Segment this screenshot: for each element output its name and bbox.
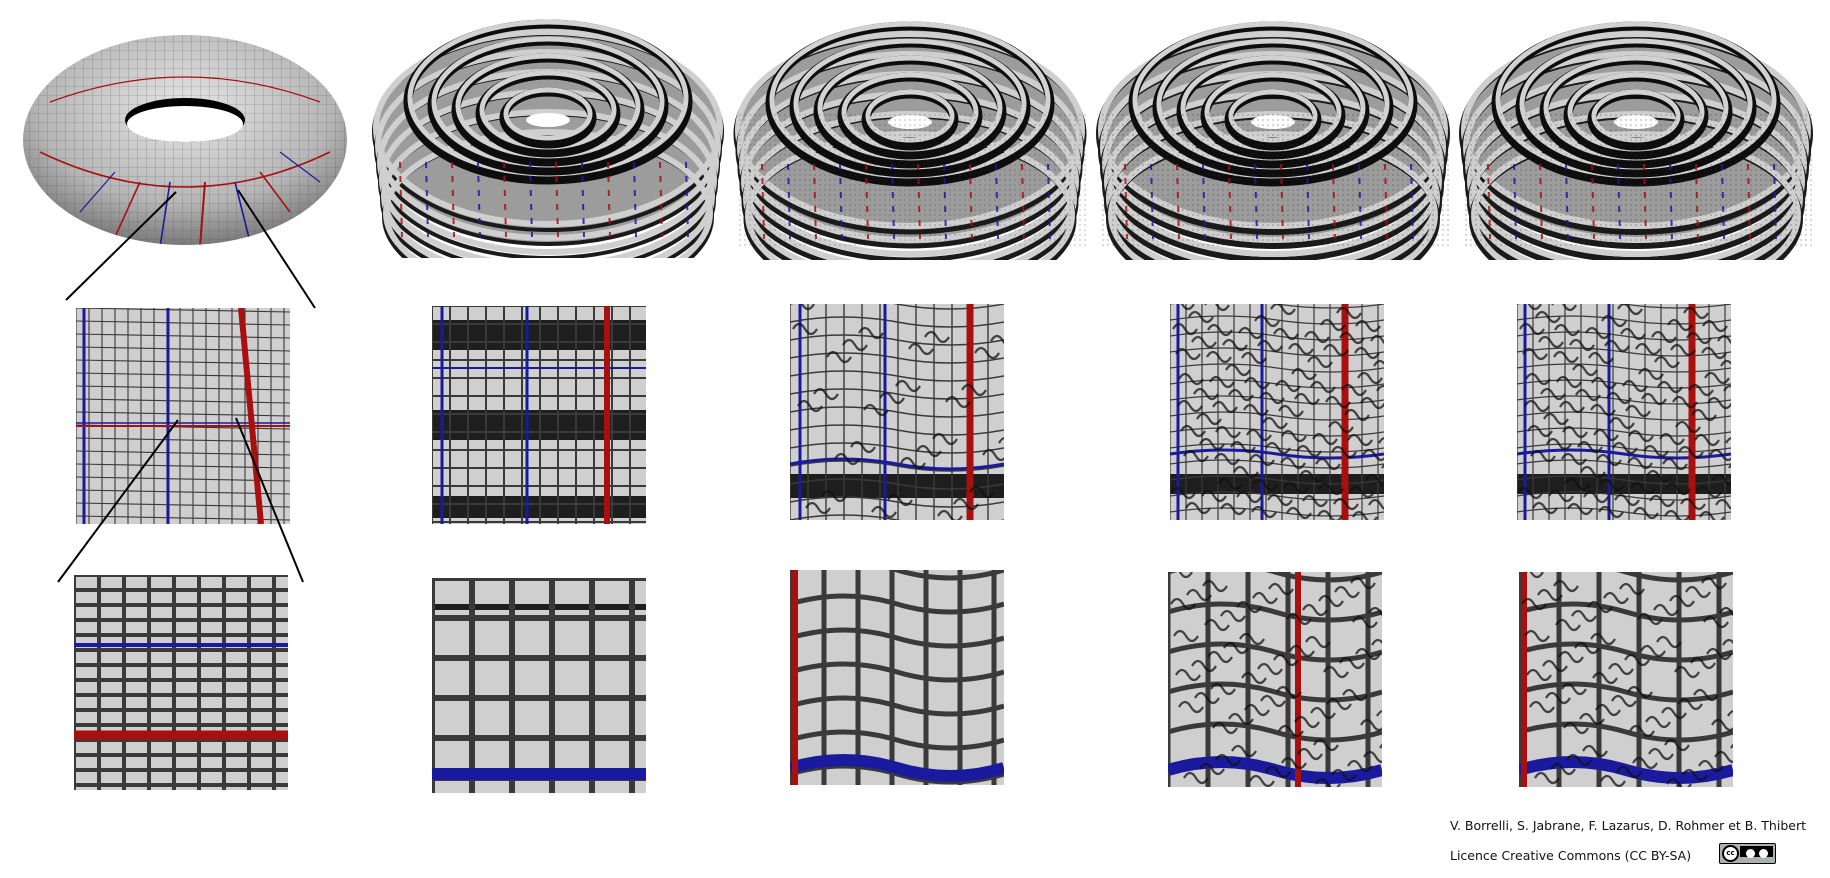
zoom1-corrugated-3 [1170, 304, 1384, 520]
zoom-line-right-1 [237, 189, 316, 309]
corrugated-torus-3 [1095, 14, 1451, 260]
corrugated-torus-1 [370, 12, 726, 258]
cc-by-sa-icon[interactable]: cc [1719, 843, 1776, 864]
zoom2-corrugated-1 [432, 578, 646, 793]
zoom1-corrugated-4 [1517, 304, 1731, 520]
zoom1-corrugated-2 [790, 304, 1004, 520]
zoom-line-left-1 [65, 191, 177, 301]
authors-text: V. Borrelli, S. Jabrane, F. Lazarus, D. … [1450, 818, 1806, 833]
corrugated-torus-2 [732, 14, 1088, 260]
zoom2-corrugated-3 [1168, 572, 1382, 787]
zoom2-smooth [74, 575, 288, 790]
corrugated-torus-4 [1458, 14, 1814, 260]
zoom2-corrugated-2 [790, 570, 1004, 785]
cc-logo-icon: cc [1722, 845, 1739, 862]
zoom1-corrugated-1 [432, 306, 646, 524]
smooth-torus [20, 32, 350, 254]
zoom1-smooth [76, 308, 290, 524]
zoom2-corrugated-4 [1519, 572, 1733, 787]
cc-attribution-strip [1740, 846, 1773, 858]
zoom-line-right-2 [235, 417, 304, 583]
license-text: Licence Creative Commons (CC BY-SA) [1450, 848, 1692, 863]
zoom-line-left-2 [57, 419, 179, 583]
